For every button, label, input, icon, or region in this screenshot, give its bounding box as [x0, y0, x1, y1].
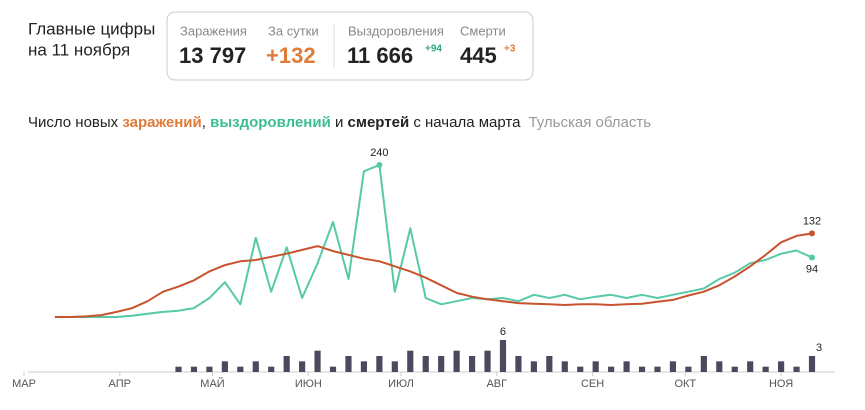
death-bar [685, 366, 692, 372]
death-bar [561, 361, 568, 372]
death-bar [283, 356, 290, 372]
stat-value: 13 797 [179, 43, 246, 68]
title-part: и [331, 114, 348, 131]
title-part: заражений [122, 114, 201, 131]
series-line [54, 232, 813, 318]
stat-label: Заражения [180, 23, 247, 38]
death-bar [638, 366, 646, 372]
death-bar [731, 366, 738, 372]
region: Тульская область [528, 114, 651, 131]
title-part: смертей [348, 114, 410, 131]
death-bar [237, 366, 244, 372]
death-bar [376, 356, 383, 372]
value-label: 94 [806, 263, 818, 275]
death-bar [206, 366, 213, 372]
x-tick-label: ИЮЛ [388, 378, 414, 390]
header-date: на 11 ноября [28, 40, 130, 59]
title-part: с начала марта [409, 114, 521, 131]
title-part: выздоровлений [210, 114, 331, 131]
death-bar [329, 366, 337, 372]
death-bar [407, 350, 414, 372]
value-label: 240 [370, 147, 388, 159]
death-bar [268, 366, 275, 372]
death-bar [468, 356, 476, 372]
death-label: 3 [816, 342, 822, 354]
stat-value: +132 [266, 43, 316, 68]
death-bar [530, 361, 537, 372]
death-bar [700, 356, 707, 372]
x-tick-label: СЕН [581, 378, 604, 390]
series-line [54, 164, 813, 318]
death-bar [453, 350, 460, 372]
x-tick-label: МАЙ [200, 377, 224, 390]
stat-label: Смерти [460, 23, 506, 38]
x-tick-label: ОКТ [674, 378, 696, 390]
x-tick-label: НОЯ [769, 378, 793, 390]
stats-box [166, 11, 534, 81]
death-bar [314, 350, 321, 372]
death-bar [608, 366, 615, 372]
death-bar [391, 361, 398, 372]
death-bar [577, 366, 584, 372]
series-point [809, 230, 815, 237]
stat-delta: +3 [504, 44, 516, 55]
death-bar [669, 361, 677, 372]
death-bar [808, 356, 816, 372]
death-bar [592, 361, 599, 372]
death-bar [793, 366, 800, 372]
stat-value: 445 [460, 43, 497, 68]
value-label: 132 [803, 215, 821, 227]
death-bar [299, 361, 306, 372]
death-bar [345, 356, 352, 372]
death-bar [778, 361, 785, 372]
x-tick-label: МАР [12, 378, 36, 390]
title-part: Число новых [28, 114, 122, 131]
death-bar [747, 361, 754, 372]
death-label: 6 [500, 326, 506, 338]
x-tick-label: ИЮН [295, 378, 322, 390]
title-part: , [202, 114, 210, 131]
series-point [809, 254, 815, 261]
stat-delta: +94 [425, 44, 442, 55]
death-bar [221, 361, 228, 372]
death-bar [484, 350, 491, 372]
header-title: Главные цифры [28, 19, 155, 38]
death-bar [175, 366, 182, 372]
chart-title: Число новых заражений, выздоровлений и с… [28, 114, 651, 131]
x-tick-label: АВГ [486, 378, 507, 390]
stat-label: За сутки [268, 23, 319, 38]
death-bar [422, 356, 429, 372]
death-bar [716, 361, 723, 372]
death-bar [360, 361, 368, 372]
series-point [376, 162, 383, 168]
death-bar [190, 366, 198, 372]
death-bar [515, 356, 522, 372]
stat-label: Выздоровления [348, 23, 444, 38]
death-bar [654, 366, 661, 372]
death-bar [499, 340, 507, 372]
x-tick-label: АПР [109, 378, 131, 390]
death-bar [623, 361, 630, 372]
death-bar [252, 361, 259, 372]
death-bar [438, 356, 445, 372]
death-bar [762, 366, 769, 372]
stat-value: 11 666 [347, 43, 413, 68]
death-bar [546, 356, 553, 372]
